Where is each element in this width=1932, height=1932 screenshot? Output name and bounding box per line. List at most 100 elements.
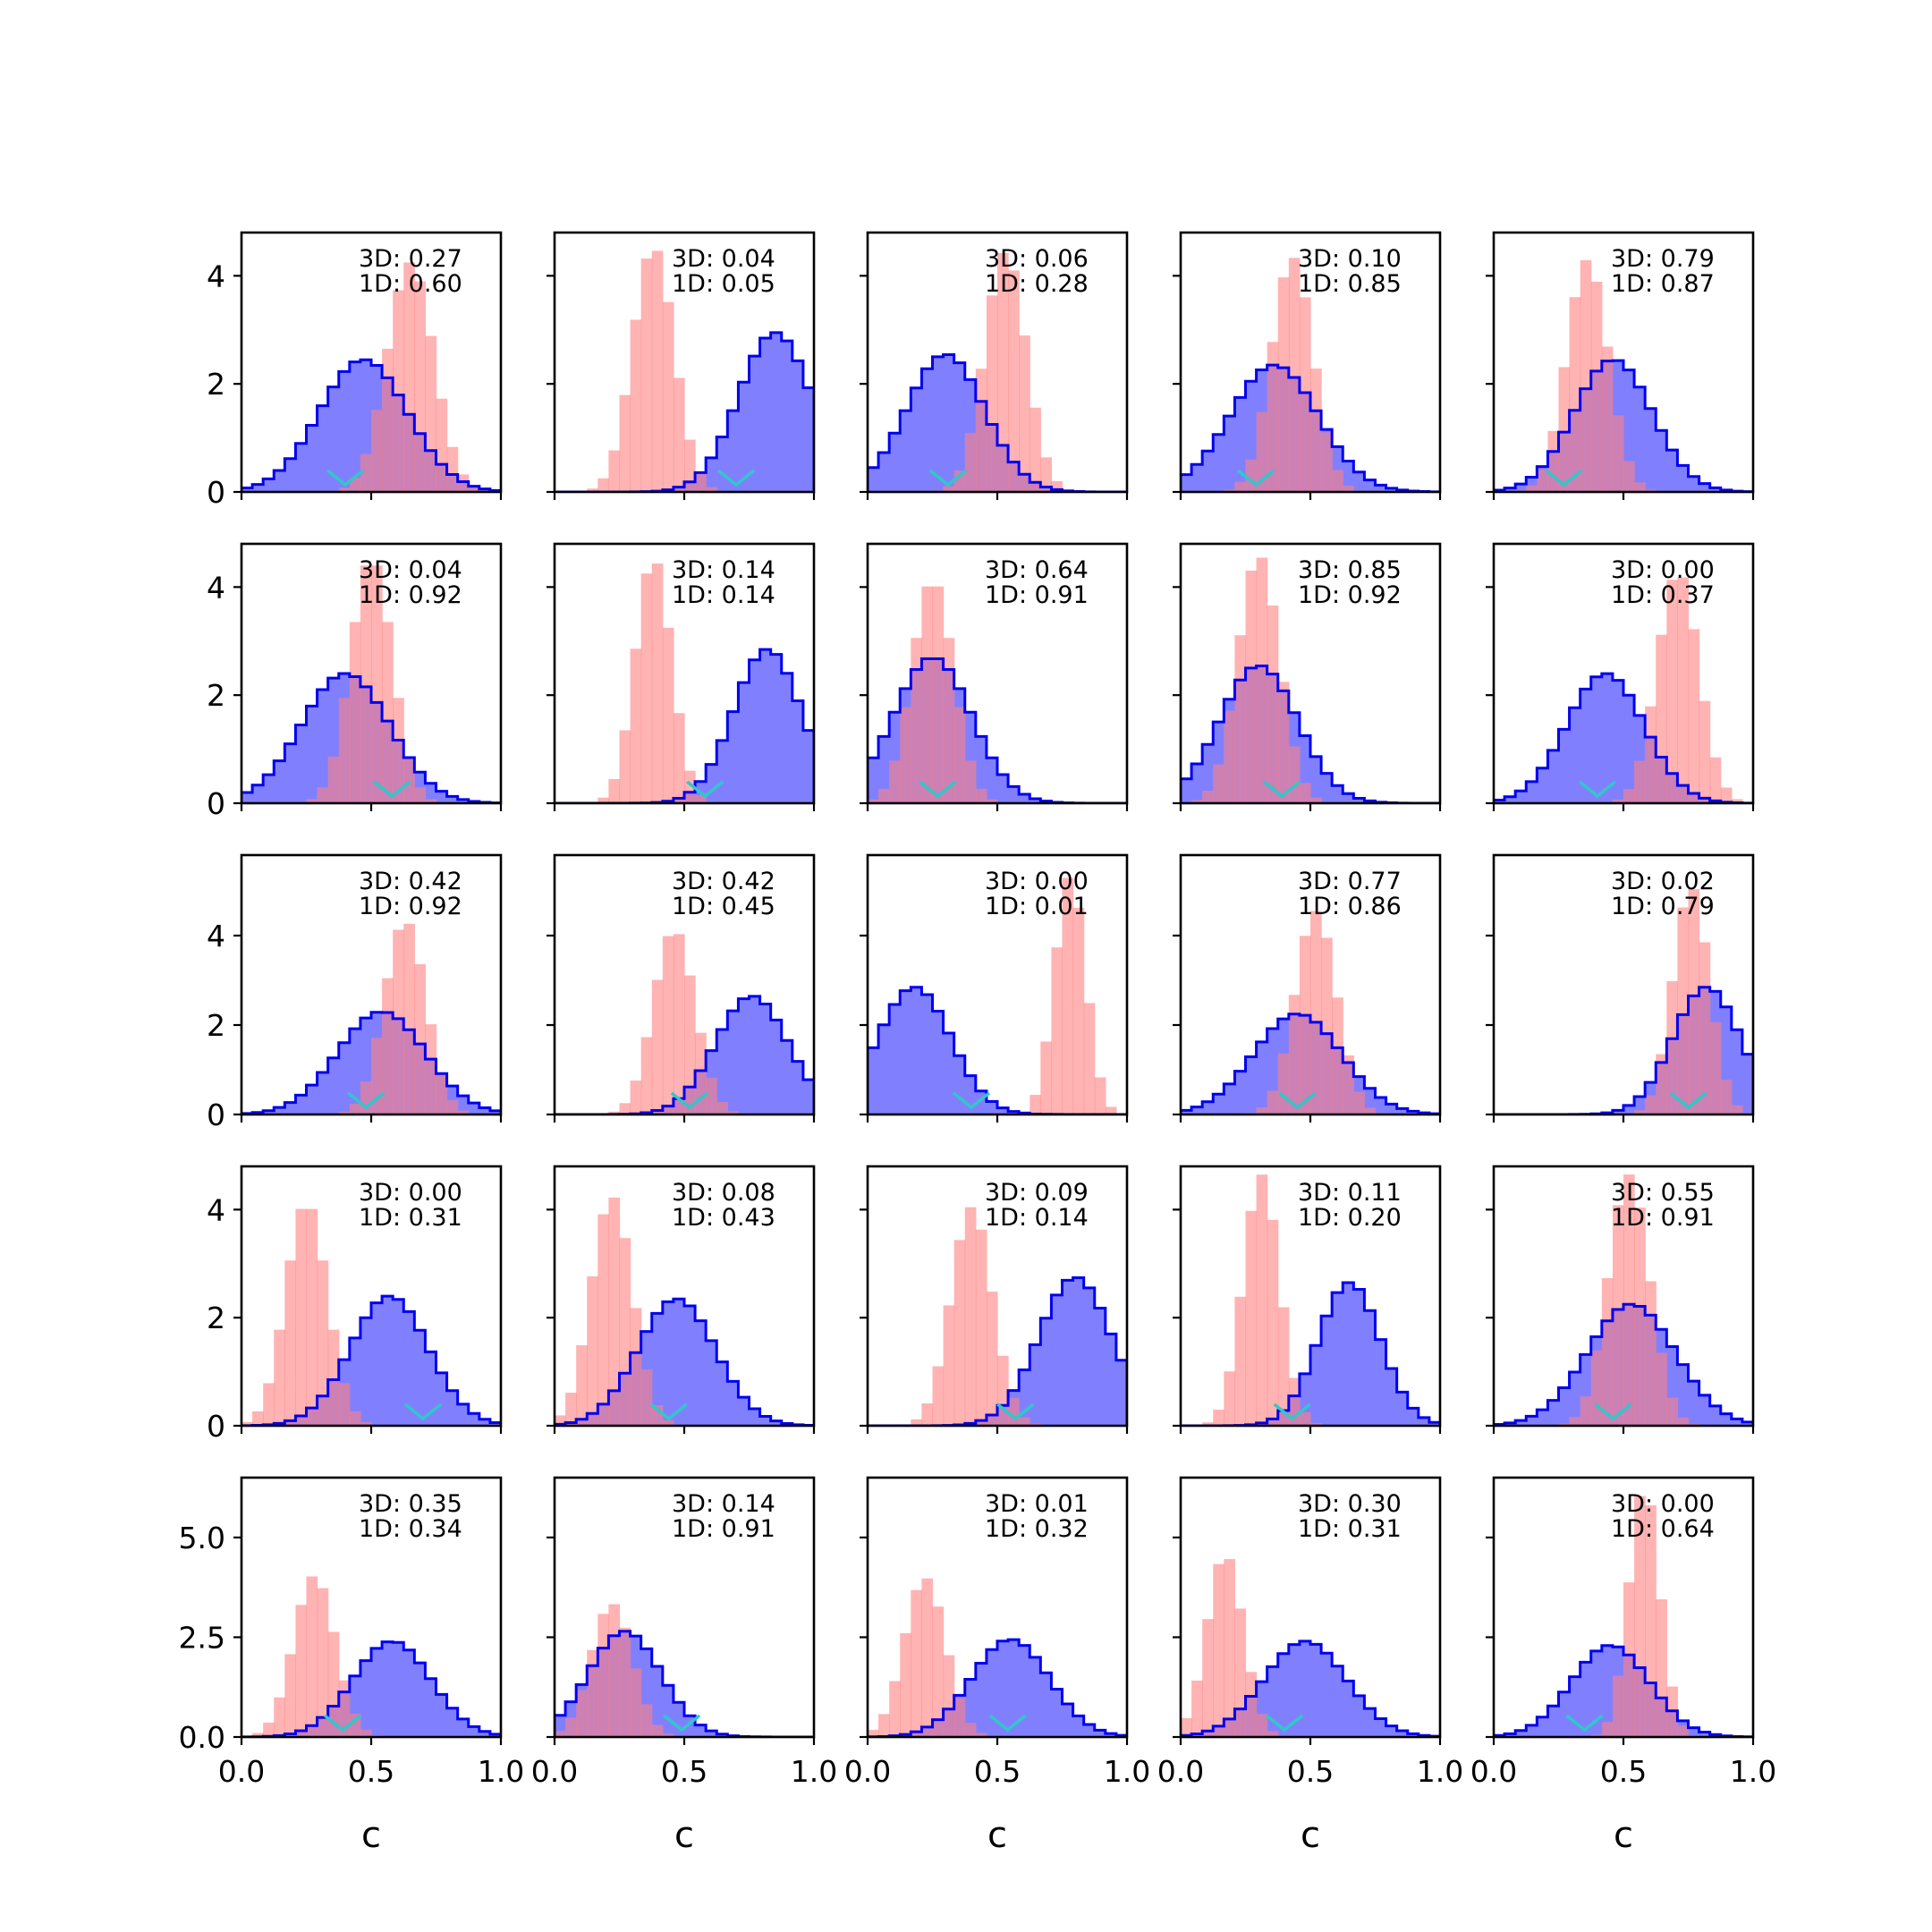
bar-1d — [1321, 937, 1333, 1114]
bar-3d — [1515, 484, 1527, 492]
bar-3d — [317, 689, 329, 803]
bar-3d — [1569, 1372, 1581, 1426]
bar-3d — [1688, 476, 1700, 492]
bar-3d — [1709, 1405, 1722, 1426]
bar-3d — [436, 1694, 448, 1737]
bar-3d — [986, 1649, 998, 1737]
bar-3d — [911, 387, 923, 492]
bar-1d — [1267, 606, 1279, 803]
bar-1d — [403, 923, 415, 1114]
plot-area — [1494, 1174, 1753, 1426]
bar-3d — [868, 758, 879, 803]
annotation-1d: 1D: 0.91 — [985, 581, 1089, 609]
bar-1d — [878, 788, 890, 803]
bar-1d — [1224, 1559, 1236, 1737]
annotation-3d: 3D: 0.42 — [672, 868, 775, 895]
bar-1d — [317, 787, 329, 803]
bar-1d — [1245, 459, 1258, 492]
x-tick-label: 0.0 — [218, 1754, 265, 1789]
bar-1d — [608, 1111, 621, 1114]
annotation-3d: 3D: 0.00 — [359, 1179, 462, 1207]
bar-3d — [274, 1107, 285, 1114]
bar-3d — [1213, 1094, 1224, 1114]
bar-1d — [1720, 1080, 1733, 1114]
bar-3d — [706, 764, 717, 803]
marker — [952, 1091, 991, 1110]
bar-3d — [295, 443, 308, 492]
bar-1d — [338, 487, 351, 492]
bar-1d — [1256, 557, 1268, 803]
bar-1d — [911, 638, 923, 803]
bar-3d — [997, 775, 1009, 803]
bar-3d — [1321, 773, 1333, 803]
bar-1d — [1580, 259, 1592, 492]
bar-3d — [414, 1663, 427, 1737]
marker — [1565, 1714, 1604, 1733]
y-tick-label: 4 — [207, 258, 225, 293]
bar-1d — [1677, 1725, 1690, 1737]
bar-1d — [242, 1421, 253, 1426]
bar-3d — [1181, 474, 1192, 492]
y-tick-label: 2.5 — [179, 1620, 225, 1655]
plot-area — [555, 1604, 814, 1737]
bar-1d — [943, 1305, 955, 1426]
bar-3d — [727, 1011, 740, 1114]
bar-3d — [338, 371, 351, 492]
plot-area — [1494, 259, 1753, 492]
bar-3d — [1634, 1096, 1646, 1114]
bar-1d — [1731, 799, 1743, 803]
bar-1d — [619, 394, 631, 492]
bar-1d — [630, 319, 642, 492]
bar-1d — [964, 433, 977, 492]
bar-3d — [749, 1408, 761, 1426]
bar-1d — [403, 756, 415, 803]
bar-3d — [911, 987, 923, 1114]
bar-3d — [1008, 1640, 1020, 1737]
marker — [1545, 469, 1583, 487]
bar-3d — [284, 458, 297, 492]
bar-3d — [1569, 708, 1581, 803]
bar-1d — [911, 1419, 923, 1426]
annotation-1d: 1D: 0.60 — [359, 270, 462, 298]
bar-1d — [360, 1729, 372, 1737]
bar-1d — [1105, 1106, 1117, 1114]
y-tick-label: 0 — [207, 475, 225, 510]
bar-3d — [759, 1416, 772, 1426]
bar-3d — [1385, 1368, 1398, 1426]
bar-3d — [338, 1042, 351, 1114]
bar-3d — [651, 1666, 664, 1737]
bar-3d — [1202, 744, 1214, 803]
bar-3d — [1072, 1716, 1085, 1737]
step-outline-3d — [1494, 1644, 1753, 1737]
bar-3d — [252, 784, 264, 803]
bar-3d — [436, 791, 448, 803]
annotation-3d: 3D: 0.64 — [985, 556, 1089, 584]
bar-1d — [1299, 783, 1311, 803]
bar-1d — [587, 1649, 598, 1737]
bar-3d — [1213, 434, 1224, 492]
bar-1d — [964, 1723, 977, 1737]
bar-1d — [1688, 629, 1700, 803]
x-tick-label: 0.0 — [531, 1754, 578, 1789]
bar-3d — [792, 700, 804, 803]
bar-3d — [1343, 793, 1354, 803]
bar-3d — [1353, 471, 1366, 492]
bar-1d — [1083, 1003, 1096, 1114]
bar-1d — [684, 439, 696, 492]
annotation-1d: 1D: 0.14 — [672, 581, 775, 609]
bar-3d — [479, 1731, 491, 1737]
bar-3d — [1741, 1054, 1753, 1114]
plot-area — [555, 250, 814, 492]
bar-1d — [371, 565, 383, 803]
bar-1d — [1288, 746, 1301, 803]
bar-3d — [360, 1660, 372, 1737]
annotation-1d: 1D: 0.79 — [1611, 893, 1715, 920]
bar-3d — [1224, 1083, 1236, 1114]
bar-3d — [695, 1320, 707, 1426]
step-outline-3d — [242, 358, 501, 492]
y-tick-label: 2 — [207, 1301, 225, 1335]
bar-3d — [1105, 1334, 1117, 1426]
